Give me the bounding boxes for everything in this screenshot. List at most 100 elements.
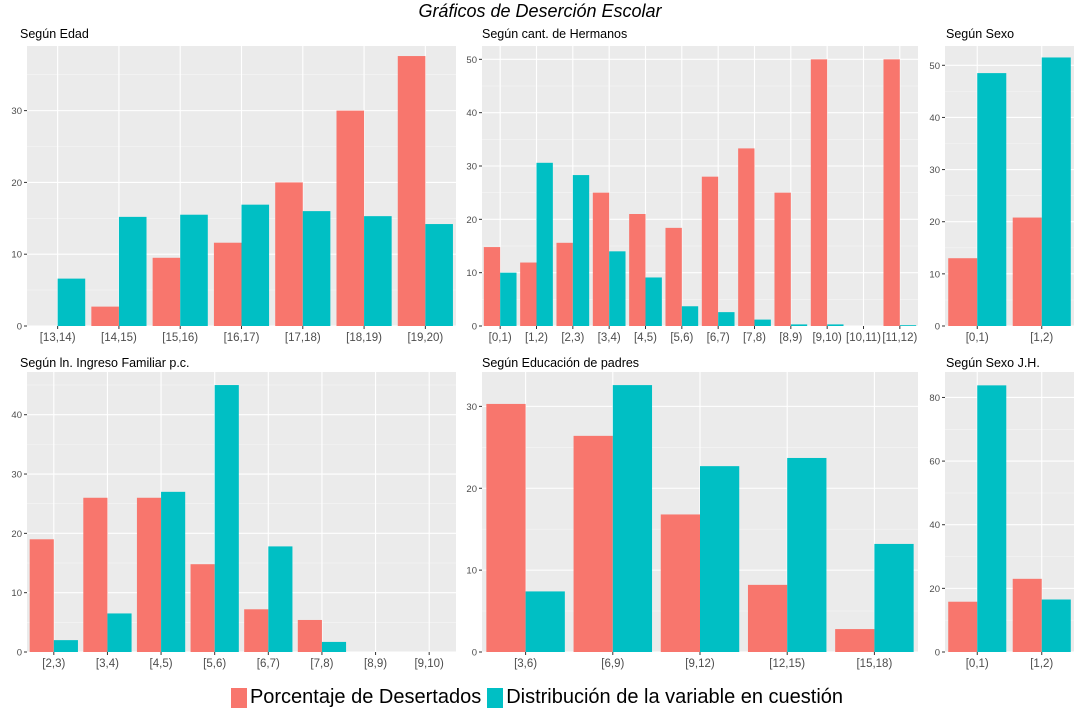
y-tick-label: 30 — [929, 165, 940, 176]
legend-item-distribucion: Distribución de la variable en cuestión — [487, 686, 843, 709]
bar-desertados-6-9 — [573, 435, 613, 652]
bar-desertados-7-8 — [297, 619, 322, 652]
bar-desertados-6-7 — [701, 176, 719, 326]
x-tick-label-18-19: [18,19) — [346, 332, 382, 344]
x-tick-label-0-1: [0,1) — [966, 332, 989, 344]
bar-desertados-7-8 — [738, 148, 755, 326]
bar-distribucion-4-5 — [645, 277, 662, 326]
bar-distribucion-8-9 — [790, 324, 808, 326]
x-tick-label-0-1: [0,1) — [966, 658, 989, 670]
bar-distribucion-14-15 — [118, 216, 147, 326]
bar-distribucion-6-7 — [268, 546, 293, 652]
bar-distribucion-7-8 — [321, 641, 347, 652]
y-tick-label: 0 — [935, 648, 940, 659]
bar-desertados-3-4 — [83, 497, 108, 652]
chart-panel-6: 0 20 40 60 80 [0,1) [1,2) Según Sexo J.H. — [929, 356, 1074, 670]
bar-distribucion-3-4 — [107, 613, 132, 652]
bar-desertados-15-18 — [835, 629, 875, 652]
y-tick-label: 50 — [929, 61, 940, 72]
bar-distribucion-7-8 — [754, 319, 771, 326]
legend-key-desertados — [230, 687, 247, 708]
bar-desertados-3-4 — [592, 192, 610, 326]
x-tick-label-10-11: [10,11) — [846, 332, 881, 344]
panel-title: Según cant. de Hermanos — [482, 27, 627, 41]
y-tick-label: 20 — [466, 484, 477, 495]
bar-distribucion-2-3 — [572, 175, 590, 326]
bar-distribucion-1-2 — [536, 162, 553, 326]
x-tick-label-5-6: [5,6) — [203, 658, 226, 670]
x-tick-label-1-2: [1,2) — [525, 332, 548, 344]
legend-label-distribucion: Distribución de la variable en cuestión — [506, 686, 844, 708]
y-tick-label: 0 — [472, 648, 477, 659]
x-tick-label-6-7: [6,7) — [257, 658, 280, 670]
bar-desertados-9-10 — [810, 59, 828, 326]
x-tick-label-13-14: [13,14) — [40, 332, 76, 344]
bar-distribucion-15-16 — [180, 214, 208, 326]
y-tick-label: 10 — [11, 588, 22, 599]
panel-title: Según Sexo — [946, 27, 1014, 41]
bar-desertados-2-3 — [556, 242, 573, 326]
bar-distribucion-15-18 — [874, 543, 914, 652]
x-tick-label-3-6: [3,6) — [514, 658, 537, 670]
bar-distribucion-17-18 — [302, 211, 331, 326]
bar-distribucion-11-12 — [899, 325, 917, 326]
bar-desertados-6-7 — [244, 609, 269, 652]
bar-distribucion-18-19 — [364, 216, 392, 326]
x-tick-label-2-3: [2,3) — [42, 658, 65, 670]
chart-panel-1: 0 10 20 30 [13,14) [14,15) [15,16) [16,17) [17,1… — [11, 27, 456, 344]
bar-desertados-3-6 — [486, 403, 526, 652]
main-title: Gráficos de Deserción Escolar — [418, 1, 662, 21]
bar-desertados-14-15 — [91, 306, 119, 326]
panel-title: Según ln. Ingreso Familiar p.c. — [20, 356, 190, 370]
x-tick-label-15-16: [15,16) — [162, 332, 198, 344]
bar-distribucion-9-10 — [827, 324, 844, 326]
bar-distribucion-13-14 — [57, 278, 86, 326]
bar-distribucion-6-9 — [612, 385, 653, 652]
x-tick-label-8-9: [8,9) — [779, 332, 802, 344]
x-tick-label-1-2: [1,2) — [1030, 658, 1053, 670]
legend-label-desertados: Porcentaje de Desertados — [249, 686, 482, 708]
y-tick-label: 10 — [466, 566, 477, 577]
panel-title: Según Edad — [20, 27, 89, 41]
bar-distribucion-0-1 — [977, 385, 1007, 652]
x-tick-label-14-15: [14,15) — [101, 332, 137, 344]
y-tick-label: 20 — [11, 529, 22, 540]
x-tick-label-17-18: [17,18) — [285, 332, 321, 344]
y-tick-label: 50 — [466, 55, 477, 66]
bar-desertados-1-2 — [1012, 217, 1042, 326]
bar-desertados-9-12 — [660, 514, 700, 652]
bar-distribucion-5-6 — [214, 385, 239, 652]
chart-panel-4: 0 10 20 30 40 [2,3) [3,4) [4,5) [5,6) [6,7) [7,8) [… — [11, 356, 456, 670]
bar-desertados-19-20 — [397, 56, 426, 327]
bar-desertados-8-9 — [774, 192, 791, 326]
y-tick-label: 40 — [466, 108, 477, 119]
bar-distribucion-2-3 — [53, 640, 78, 652]
x-tick-label-3-4: [3,4) — [96, 658, 119, 670]
chart-panel-2: 0 10 20 30 40 50 [0,1) [1,2) [2,3) [3,4) [4,5) [5,6… — [466, 27, 918, 344]
y-tick-label: 0 — [17, 322, 22, 333]
y-tick-label: 20 — [466, 215, 477, 226]
bar-desertados-5-6 — [665, 227, 682, 326]
bar-desertados-1-2 — [1012, 578, 1042, 652]
legend-item-desertados: Porcentaje de Desertados — [230, 686, 482, 709]
y-tick-label: 60 — [929, 457, 940, 468]
y-tick-label: 40 — [11, 410, 22, 421]
x-tick-label-11-12: [11,12) — [882, 332, 917, 344]
bar-distribucion-3-6 — [525, 591, 565, 652]
x-tick-label-9-10: [9,10) — [414, 658, 444, 670]
bar-desertados-5-6 — [190, 564, 215, 652]
y-tick-label: 20 — [929, 217, 940, 228]
y-tick-label: 30 — [11, 106, 22, 117]
bar-desertados-15-16 — [152, 257, 181, 326]
bar-distribucion-1-2 — [1041, 599, 1071, 652]
bar-desertados-11-12 — [883, 59, 900, 326]
x-tick-label-8-9: [8,9) — [364, 658, 387, 670]
x-tick-label-19-20: [19,20) — [407, 332, 443, 344]
chart-panel-3: 0 10 20 30 40 50 [0,1) [1,2) Según Sexo — [929, 27, 1074, 344]
x-tick-label-5-6: [5,6) — [670, 332, 693, 344]
x-tick-label-1-2: [1,2) — [1030, 332, 1053, 344]
y-tick-label: 0 — [935, 322, 940, 333]
legend-key-distribucion — [487, 687, 504, 708]
y-tick-label: 20 — [11, 178, 22, 189]
